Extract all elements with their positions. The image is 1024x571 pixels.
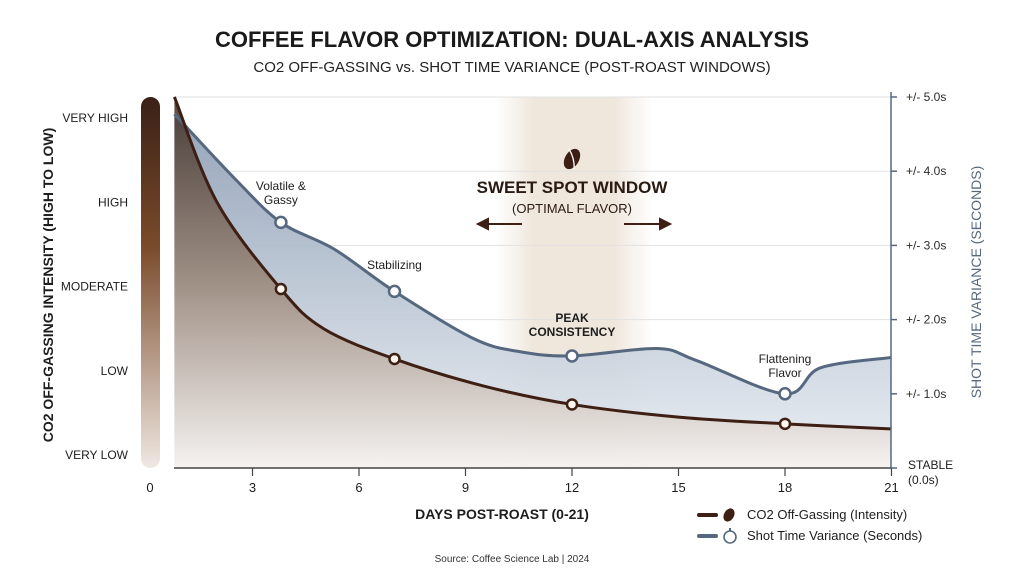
co2-marker bbox=[388, 352, 401, 366]
annotation-label: Flavor bbox=[768, 366, 801, 380]
variance-marker bbox=[778, 387, 792, 401]
coffee-bean-icon bbox=[563, 148, 581, 170]
left-axis-title: CO2 OFF-GASSING INTENSITY (HIGH TO LOW) bbox=[40, 128, 56, 443]
annotation-label: CONSISTENCY bbox=[529, 325, 616, 339]
coffee-bean-icon-seam bbox=[568, 148, 575, 170]
coffee-bean-icon bbox=[723, 508, 735, 522]
x-tick-label: 15 bbox=[671, 480, 685, 495]
right-axis-title: SHOT TIME VARIANCE (SECONDS) bbox=[968, 166, 984, 399]
annotation-label: Stabilizing bbox=[367, 258, 422, 272]
annotation-label: Flattening bbox=[759, 352, 812, 366]
right-arrow-icon bbox=[624, 217, 673, 231]
left-tick-label: MODERATE bbox=[61, 280, 128, 294]
left-tick-label: HIGH bbox=[98, 195, 128, 209]
chart-title: COFFEE FLAVOR OPTIMIZATION: DUAL-AXIS AN… bbox=[215, 27, 809, 52]
co2-marker bbox=[274, 282, 288, 296]
x-axis-title: DAYS POST-ROAST (0-21) bbox=[415, 506, 589, 522]
right-tick-label: STABLE bbox=[908, 458, 953, 472]
right-tick-label: +/- 1.0s bbox=[906, 387, 946, 401]
right-tick-label: +/- 3.0s bbox=[906, 238, 946, 252]
left-tick-label: LOW bbox=[101, 364, 129, 378]
sweet-spot-subtitle: (OPTIMAL FLAVOR) bbox=[512, 201, 632, 216]
legend-co2-label: CO2 Off-Gassing (Intensity) bbox=[747, 507, 907, 522]
right-tick-label: +/- 5.0s bbox=[906, 90, 946, 104]
left-tick-label: VERY HIGH bbox=[62, 111, 128, 125]
variance-marker bbox=[274, 215, 288, 230]
variance-marker bbox=[565, 349, 579, 363]
co2-area bbox=[174, 96, 892, 468]
variance-marker bbox=[387, 284, 402, 299]
right-tick-label: +/- 2.0s bbox=[906, 313, 946, 327]
intensity-gradient-bar bbox=[141, 97, 160, 468]
stopwatch-icon bbox=[723, 530, 737, 544]
x-tick-label: 21 bbox=[884, 480, 898, 495]
co2-marker bbox=[565, 398, 579, 411]
legend-variance-label: Shot Time Variance (Seconds) bbox=[747, 528, 922, 543]
co2-line bbox=[173, 96, 892, 431]
right-tick-label: +/- 4.0s bbox=[906, 164, 946, 178]
x-tick-label: 3 bbox=[249, 480, 256, 495]
co2-marker bbox=[778, 417, 792, 431]
annotation-label: Volatile & bbox=[256, 179, 306, 193]
x-tick-label: 12 bbox=[565, 480, 579, 495]
annotation-label: Gassy bbox=[264, 193, 298, 207]
source-note: Source: Coffee Science Lab | 2024 bbox=[435, 554, 590, 565]
right-tick-label: (0.0s) bbox=[908, 473, 939, 487]
x-tick-label: 6 bbox=[355, 480, 362, 495]
annotation-label: PEAK bbox=[555, 311, 589, 325]
left-arrow-icon bbox=[475, 217, 522, 231]
x-tick-label: 9 bbox=[462, 480, 469, 495]
x-tick-label: 18 bbox=[778, 480, 792, 495]
chart-subtitle: CO2 OFF-GASSING vs. SHOT TIME VARIANCE (… bbox=[253, 59, 770, 76]
x-tick-label: 0 bbox=[146, 480, 153, 495]
left-tick-label: VERY LOW bbox=[65, 448, 129, 462]
sweet-spot-title: SWEET SPOT WINDOW bbox=[477, 178, 669, 197]
